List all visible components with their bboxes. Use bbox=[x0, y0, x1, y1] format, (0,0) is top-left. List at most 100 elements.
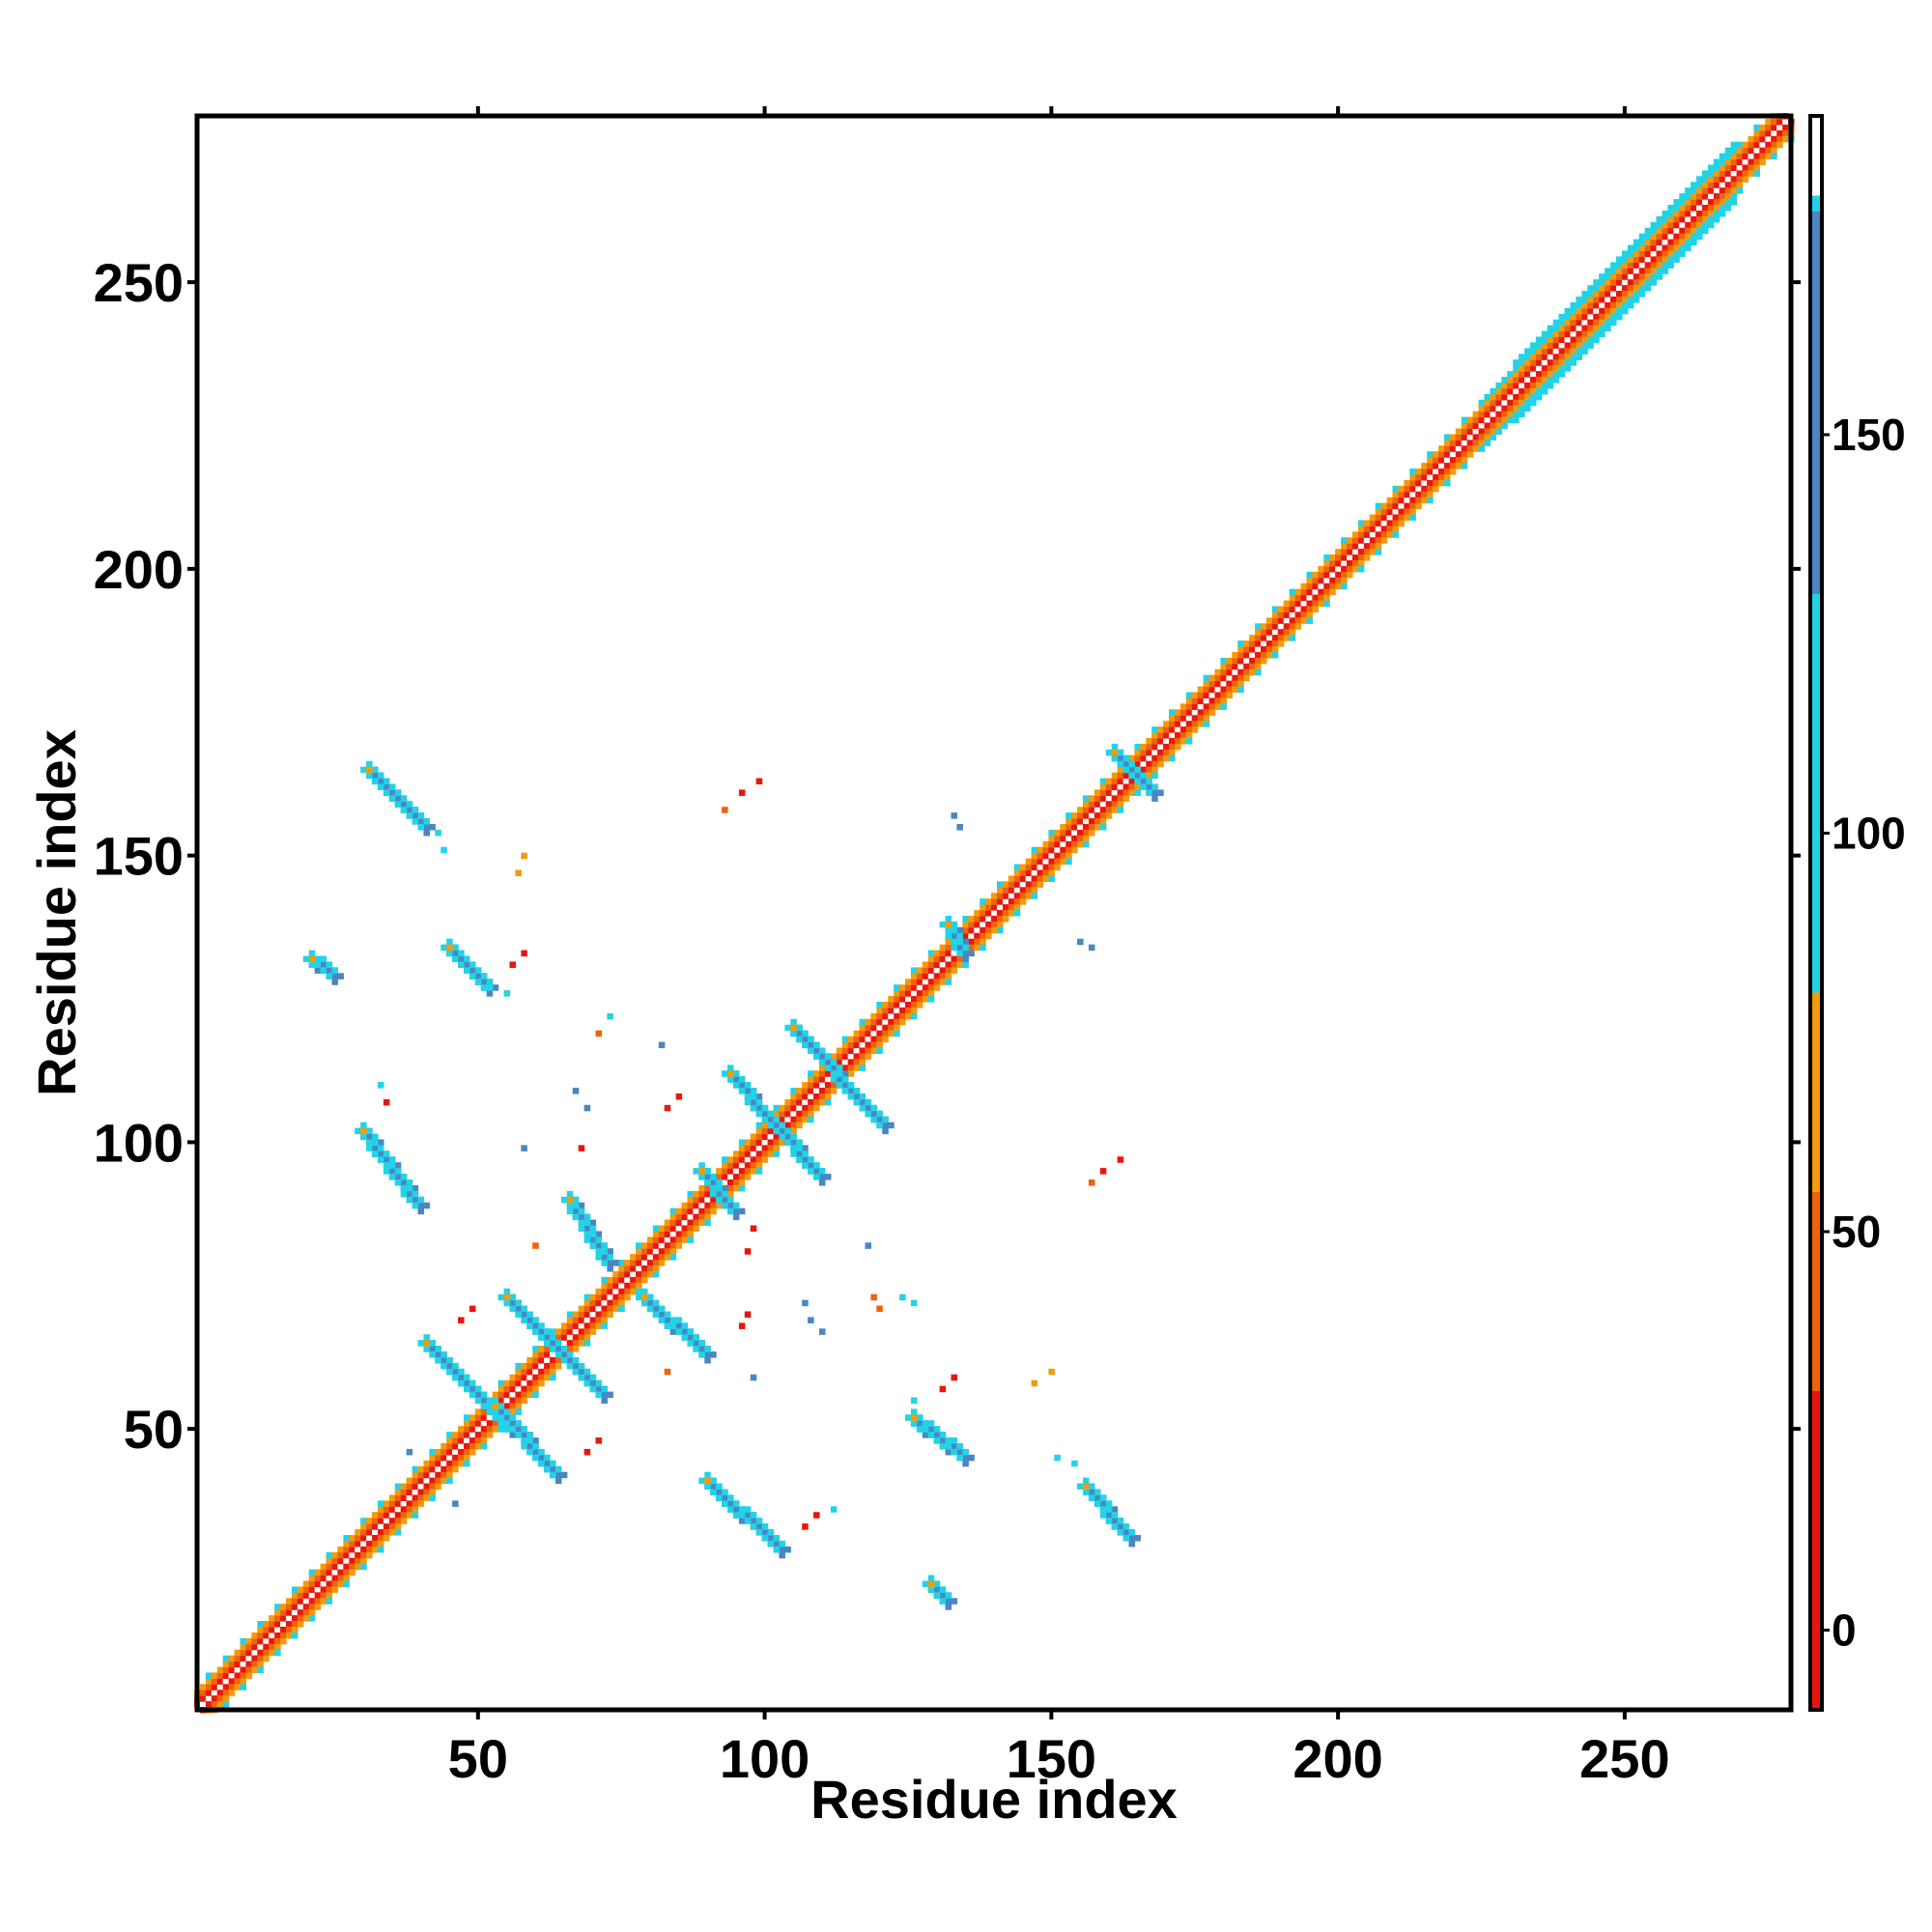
heatmap-cell bbox=[910, 979, 918, 985]
heatmap-cell bbox=[394, 1523, 402, 1530]
heatmap-cell bbox=[1605, 296, 1611, 303]
heatmap-cell bbox=[1627, 301, 1634, 309]
heatmap-cell bbox=[1605, 325, 1611, 332]
heatmap-cell bbox=[1203, 680, 1210, 688]
heatmap-cell bbox=[297, 1586, 304, 1593]
heatmap-cell bbox=[779, 1551, 785, 1559]
heatmap-cell bbox=[996, 898, 1004, 905]
heatmap-cell bbox=[1146, 760, 1152, 768]
heatmap-cell bbox=[1570, 359, 1577, 366]
heatmap-cell bbox=[544, 1346, 551, 1352]
heatmap-cell bbox=[675, 1093, 683, 1100]
heatmap-cell bbox=[1605, 285, 1611, 292]
heatmap-cell bbox=[687, 1236, 694, 1243]
heatmap-cell bbox=[790, 1030, 797, 1037]
heatmap-cell bbox=[870, 1012, 877, 1020]
heatmap-cell bbox=[1541, 359, 1548, 366]
heatmap-cell bbox=[601, 1293, 608, 1301]
heatmap-cell bbox=[211, 1690, 218, 1696]
heatmap-cell bbox=[1713, 158, 1720, 166]
heatmap-cell bbox=[337, 1546, 344, 1553]
heatmap-cell bbox=[544, 1334, 551, 1341]
heatmap-cell bbox=[1667, 244, 1674, 252]
heatmap-cell bbox=[1065, 846, 1072, 854]
heatmap-cell bbox=[1662, 256, 1668, 263]
heatmap-cell bbox=[452, 1368, 459, 1376]
heatmap-cell bbox=[480, 984, 488, 991]
heatmap-cell bbox=[808, 1036, 814, 1043]
heatmap-cell bbox=[509, 1408, 517, 1415]
heatmap-cell bbox=[269, 1643, 275, 1651]
heatmap-cell bbox=[492, 1403, 499, 1409]
heatmap-cell bbox=[808, 1047, 814, 1055]
heatmap-cell bbox=[458, 1460, 465, 1467]
heatmap-cell bbox=[440, 1448, 447, 1456]
heatmap-cell bbox=[566, 1351, 574, 1358]
heatmap-cell bbox=[1696, 199, 1703, 206]
heatmap-cell bbox=[601, 1288, 608, 1295]
heatmap-cell bbox=[1415, 497, 1422, 504]
heatmap-cell bbox=[360, 1122, 367, 1129]
heatmap-cell bbox=[727, 1179, 734, 1186]
heatmap-cell bbox=[738, 1512, 746, 1519]
heatmap-cell bbox=[1140, 754, 1147, 762]
heatmap-cell bbox=[1599, 319, 1605, 327]
heatmap-cell bbox=[910, 1007, 918, 1014]
heatmap-cell bbox=[314, 1580, 322, 1587]
heatmap-cell bbox=[1529, 348, 1537, 355]
heatmap-cell bbox=[664, 1311, 671, 1319]
heatmap-cell bbox=[1484, 416, 1491, 424]
heatmap-cell bbox=[1742, 141, 1749, 149]
heatmap-cell bbox=[1351, 549, 1359, 555]
heatmap-cell bbox=[618, 1288, 625, 1295]
heatmap-cell bbox=[1048, 852, 1055, 860]
heatmap-cell bbox=[796, 1030, 803, 1037]
heatmap-cell bbox=[640, 1293, 648, 1301]
heatmap-cell bbox=[1529, 371, 1537, 378]
heatmap-cell bbox=[1094, 1500, 1101, 1507]
heatmap-cell bbox=[951, 1448, 958, 1456]
heatmap-cell bbox=[532, 1322, 539, 1329]
heatmap-cell bbox=[216, 1701, 224, 1708]
heatmap-cell bbox=[939, 1443, 947, 1450]
heatmap-cell bbox=[1719, 204, 1726, 212]
heatmap-cell bbox=[578, 1305, 585, 1313]
heatmap-cell bbox=[1507, 382, 1514, 389]
heatmap-cell bbox=[509, 1385, 517, 1393]
heatmap-cell bbox=[383, 1518, 390, 1524]
heatmap-cell bbox=[589, 1236, 597, 1243]
heatmap-cell bbox=[595, 1317, 603, 1323]
heatmap-cell bbox=[521, 1437, 527, 1444]
heatmap-cell bbox=[1392, 502, 1400, 510]
heatmap-cell bbox=[1587, 330, 1594, 338]
heatmap-cell bbox=[818, 1168, 826, 1175]
heatmap-cell bbox=[927, 1432, 935, 1438]
heatmap-cell bbox=[956, 1454, 963, 1462]
heatmap-cell bbox=[767, 1127, 775, 1135]
heatmap-cell bbox=[841, 1070, 849, 1077]
heatmap-cell bbox=[446, 1454, 453, 1462]
heatmap-cell bbox=[1117, 760, 1124, 768]
heatmap-cell bbox=[870, 1047, 877, 1055]
heatmap-cell bbox=[601, 1311, 608, 1319]
heatmap-cell bbox=[1685, 244, 1691, 252]
heatmap-cell bbox=[790, 1116, 797, 1123]
heatmap-cell bbox=[1627, 285, 1634, 292]
heatmap-cell bbox=[1271, 629, 1279, 636]
heatmap-cell bbox=[808, 1088, 814, 1094]
heatmap-cell bbox=[452, 1362, 459, 1370]
heatmap-cell bbox=[1008, 875, 1015, 882]
heatmap-cell bbox=[280, 1609, 287, 1616]
heatmap-cell bbox=[922, 979, 929, 985]
heatmap-cell bbox=[1472, 422, 1480, 430]
heatmap-cell bbox=[1071, 824, 1078, 831]
heatmap-cell bbox=[698, 1184, 705, 1192]
heatmap-cell bbox=[859, 1047, 867, 1055]
heatmap-cell bbox=[429, 824, 436, 831]
heatmap-cell bbox=[544, 1465, 551, 1473]
heatmap-cell bbox=[1099, 818, 1107, 825]
heatmap-cell bbox=[1071, 840, 1078, 848]
heatmap-cell bbox=[1541, 377, 1548, 384]
heatmap-cell bbox=[269, 1632, 275, 1639]
heatmap-cell bbox=[1644, 268, 1652, 274]
